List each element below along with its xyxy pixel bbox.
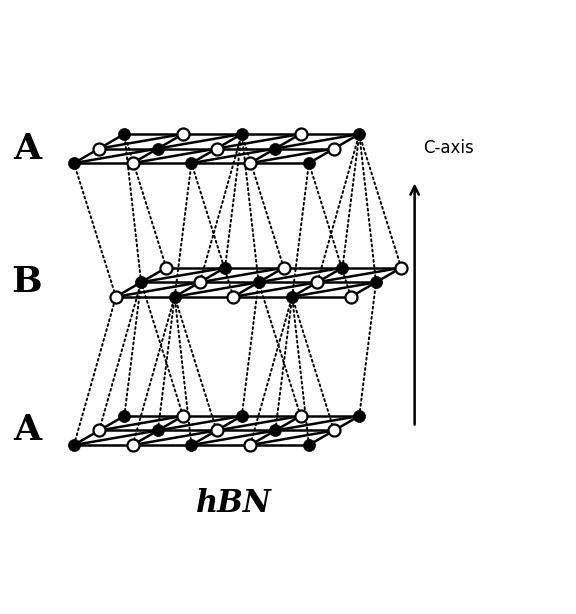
Point (162, 263, 171, 273)
Point (195, 278, 204, 287)
Point (128, 440, 137, 450)
Point (69, 158, 78, 168)
Point (304, 440, 313, 450)
Point (120, 129, 129, 139)
Point (94, 144, 104, 154)
Point (245, 440, 255, 450)
Point (271, 426, 280, 435)
Point (279, 263, 289, 273)
Point (187, 158, 196, 168)
Point (237, 129, 247, 139)
Point (153, 426, 162, 435)
Point (338, 263, 347, 273)
Point (397, 263, 406, 273)
Point (170, 292, 179, 301)
Point (69, 440, 78, 450)
Point (94, 426, 104, 435)
Point (221, 263, 230, 273)
Point (237, 411, 247, 421)
Text: B: B (11, 265, 41, 299)
Point (296, 411, 305, 421)
Point (304, 158, 313, 168)
Text: hBN: hBN (196, 488, 272, 519)
Text: A: A (14, 131, 41, 166)
Point (137, 278, 146, 287)
Point (329, 144, 339, 154)
Point (254, 278, 263, 287)
Point (179, 129, 188, 139)
Point (329, 426, 339, 435)
Text: A: A (14, 413, 41, 448)
Point (271, 144, 280, 154)
Point (313, 278, 322, 287)
Point (128, 158, 137, 168)
Point (296, 129, 305, 139)
Point (212, 426, 221, 435)
Point (179, 411, 188, 421)
Point (346, 292, 355, 301)
Text: C-axis: C-axis (423, 139, 474, 157)
Point (212, 144, 221, 154)
Point (153, 144, 162, 154)
Point (187, 440, 196, 450)
Point (355, 411, 364, 421)
Point (355, 129, 364, 139)
Point (229, 292, 238, 301)
Point (245, 158, 255, 168)
Point (287, 292, 297, 301)
Point (372, 278, 381, 287)
Point (111, 292, 120, 301)
Point (120, 411, 129, 421)
